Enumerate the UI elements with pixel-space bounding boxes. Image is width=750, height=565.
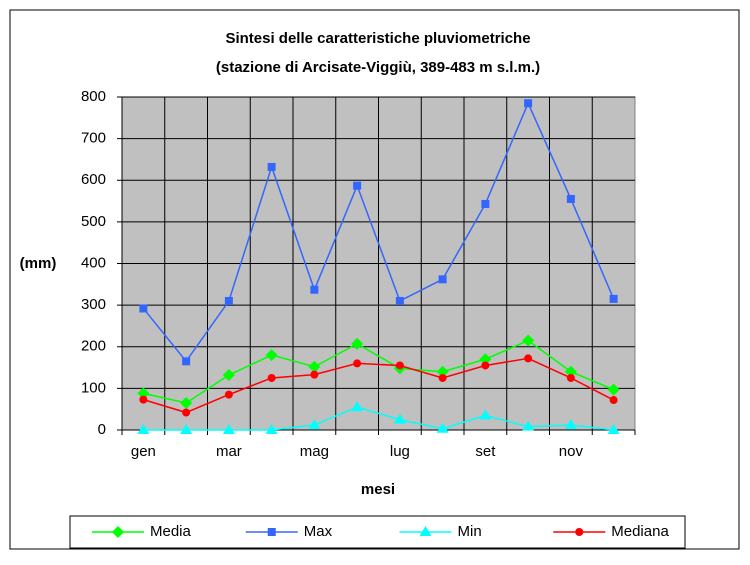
y-tick-label: 0	[98, 421, 106, 438]
data-point	[265, 349, 278, 362]
data-point	[436, 365, 449, 378]
x-tick-label: lug	[390, 443, 410, 460]
data-point	[265, 424, 278, 434]
legend-marker	[419, 526, 432, 536]
chart-title: Sintesi delle caratteristiche pluviometr…	[225, 30, 530, 47]
legend-label: Media	[150, 523, 192, 540]
chart-subtitle: (stazione di Arcisate-Viggiù, 389-483 m …	[216, 59, 540, 76]
data-point	[182, 408, 191, 417]
legend-label: Min	[458, 523, 482, 540]
data-point	[224, 390, 233, 399]
data-point	[137, 387, 150, 400]
data-point	[395, 361, 404, 370]
data-point	[267, 373, 276, 382]
data-point	[139, 395, 148, 404]
x-tick-label: mag	[300, 443, 329, 460]
data-point	[566, 373, 575, 382]
x-tick-label: gen	[131, 443, 156, 460]
legend-label: Mediana	[611, 523, 669, 540]
y-tick-label: 500	[81, 213, 106, 230]
data-point	[353, 181, 362, 190]
data-point	[438, 373, 447, 382]
data-point	[609, 294, 618, 303]
y-tick-label: 700	[81, 130, 106, 147]
series-line	[143, 406, 614, 431]
legend-marker	[267, 528, 276, 536]
data-point	[438, 275, 447, 284]
data-point	[308, 360, 321, 373]
data-point	[222, 424, 235, 434]
data-point	[481, 361, 490, 370]
data-point	[564, 419, 577, 430]
legend-marker	[112, 526, 124, 538]
data-point	[436, 422, 449, 433]
y-tick-label: 100	[81, 379, 106, 396]
x-tick-label: set	[475, 443, 496, 460]
x-tick-label: nov	[559, 443, 584, 460]
y-tick-label: 800	[81, 88, 106, 105]
data-point	[137, 424, 150, 434]
data-point	[393, 413, 406, 424]
data-point	[308, 419, 321, 430]
data-point	[222, 369, 235, 382]
data-point	[310, 285, 319, 294]
y-tick-label: 400	[81, 254, 106, 271]
data-point	[607, 383, 620, 396]
data-point	[180, 396, 193, 409]
data-point	[353, 359, 362, 368]
data-point	[524, 99, 533, 108]
series-line	[143, 339, 614, 404]
data-point	[566, 194, 575, 203]
series-line	[142, 101, 615, 363]
data-point	[351, 401, 364, 412]
data-point	[522, 334, 535, 347]
x-axis-label: mesi	[361, 481, 395, 498]
data-point	[180, 424, 193, 434]
data-point	[609, 396, 618, 405]
y-axis-label: (mm)	[20, 255, 57, 272]
data-point	[139, 304, 148, 313]
legend-marker	[575, 528, 584, 536]
data-point	[607, 424, 620, 434]
y-tick-label: 600	[81, 171, 106, 188]
data-point	[524, 354, 533, 363]
data-point	[395, 296, 404, 305]
y-tick-label: 200	[81, 338, 106, 355]
data-point	[479, 409, 492, 420]
data-point	[522, 420, 535, 431]
data-point	[267, 162, 276, 171]
data-point	[224, 296, 233, 305]
data-point	[351, 337, 364, 350]
legend-label: Max	[304, 523, 333, 540]
data-point	[481, 199, 490, 208]
data-point	[182, 357, 191, 366]
data-point	[310, 370, 319, 379]
x-tick-label: mar	[216, 443, 242, 460]
series-line	[143, 357, 614, 414]
data-point	[564, 365, 577, 378]
data-point	[479, 353, 492, 366]
y-tick-label: 300	[81, 296, 106, 313]
